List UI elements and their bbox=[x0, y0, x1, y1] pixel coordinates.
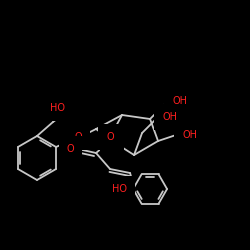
Text: HO: HO bbox=[50, 103, 65, 113]
Text: OH: OH bbox=[172, 96, 187, 106]
Text: O: O bbox=[106, 132, 114, 142]
Text: O: O bbox=[108, 136, 116, 146]
Text: O: O bbox=[74, 132, 82, 142]
Text: HO: HO bbox=[112, 184, 127, 194]
Text: OH: OH bbox=[162, 112, 177, 122]
Text: O: O bbox=[66, 144, 74, 154]
Text: OH: OH bbox=[182, 130, 197, 140]
